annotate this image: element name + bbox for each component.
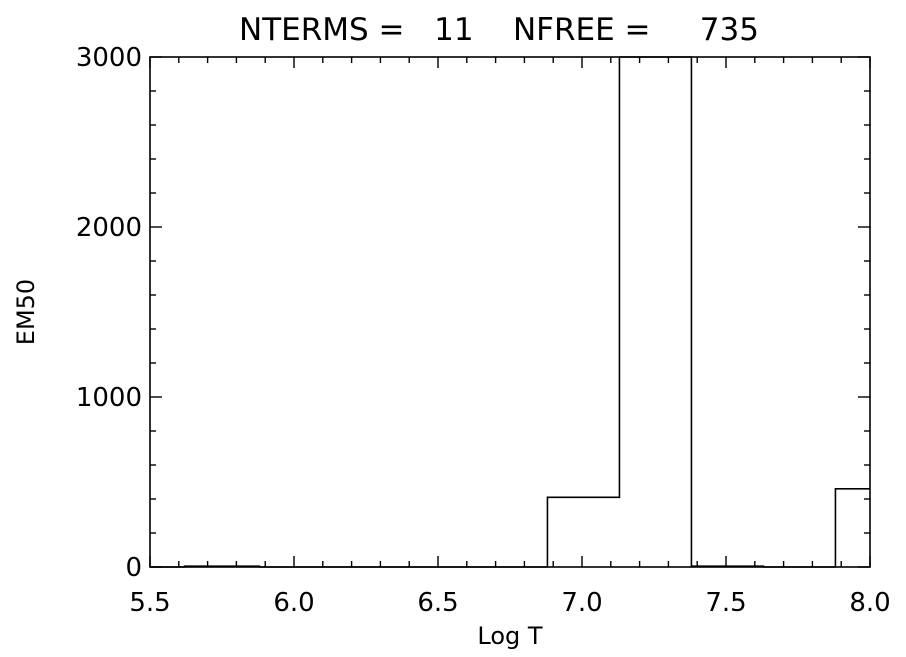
y-tick-label: 1000 [76, 383, 142, 413]
x-axis-ticks [149, 57, 871, 567]
plot-frame [149, 56, 871, 568]
y-axis-ticks [150, 56, 870, 568]
x-tick-label: 6.5 [417, 588, 458, 618]
x-axis-label: Log T [477, 622, 542, 650]
chart-title: NTERMS = 11 NFREE = 735 [239, 12, 759, 48]
y-tick-label: 3000 [76, 43, 142, 73]
x-tick-label: 5.5 [129, 588, 170, 618]
y-axis-tick-labels: 0 1000 2000 3000 [76, 43, 142, 583]
y-tick-label: 0 [125, 553, 142, 583]
y-axis-label: EM50 [12, 279, 40, 345]
x-axis-tick-labels: 5.5 6.0 6.5 7.0 7.5 8.0 [129, 588, 890, 618]
y-tick-label: 2000 [76, 213, 142, 243]
x-tick-label: 6.0 [273, 588, 314, 618]
x-tick-label: 7.0 [561, 588, 602, 618]
histogram-series [150, 56, 870, 568]
x-tick-label: 8.0 [849, 588, 890, 618]
x-tick-label: 7.5 [705, 588, 746, 618]
